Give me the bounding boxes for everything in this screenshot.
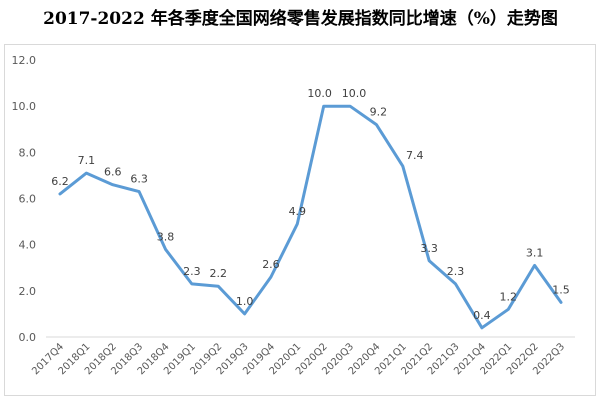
data-label: 0.4 — [473, 309, 491, 322]
y-tick-label: 2.0 — [19, 285, 37, 298]
data-label: 7.1 — [78, 154, 96, 167]
y-tick-label: 4.0 — [19, 239, 37, 252]
data-label: 1.2 — [500, 290, 518, 303]
data-label: 3.3 — [420, 242, 438, 255]
y-axis: 0.0 2.0 4.0 6.0 8.0 10.0 12.0 — [12, 54, 37, 344]
y-tick-label: 8.0 — [19, 146, 37, 159]
data-label: 1.0 — [236, 295, 254, 308]
data-label: 9.2 — [370, 106, 388, 119]
data-label: 3.8 — [157, 230, 175, 243]
data-label: 7.4 — [406, 149, 424, 162]
series-line — [58, 104, 563, 330]
data-label: 1.5 — [552, 283, 570, 296]
y-tick-label: 0.0 — [19, 331, 37, 344]
data-labels: 6.27.16.66.33.82.3 2.21.02.64.910.0 10.09.… — [51, 87, 570, 322]
chart-title: 2017-2022 年各季度全国网络零售发展指数同比增速（%）走势图 — [43, 9, 558, 29]
data-label: 6.2 — [51, 175, 69, 188]
data-label: 2.6 — [262, 258, 280, 271]
data-label: 10.0 — [342, 87, 367, 100]
data-label: 2.3 — [183, 265, 201, 278]
x-axis: 2017Q42018Q12018Q22018Q32018Q42019Q12019… — [30, 341, 567, 377]
data-label: 10.0 — [307, 87, 332, 100]
data-label: 2.2 — [209, 267, 227, 280]
chart-frame — [4, 44, 596, 396]
y-tick-label: 12.0 — [12, 54, 37, 67]
data-label: 2.3 — [447, 265, 465, 278]
data-label: 3.1 — [526, 246, 544, 259]
data-label: 6.3 — [130, 173, 148, 186]
y-tick-label: 10.0 — [12, 100, 37, 113]
y-tick-label: 6.0 — [19, 193, 37, 206]
data-label: 6.6 — [104, 166, 122, 179]
data-label: 4.9 — [289, 205, 307, 218]
